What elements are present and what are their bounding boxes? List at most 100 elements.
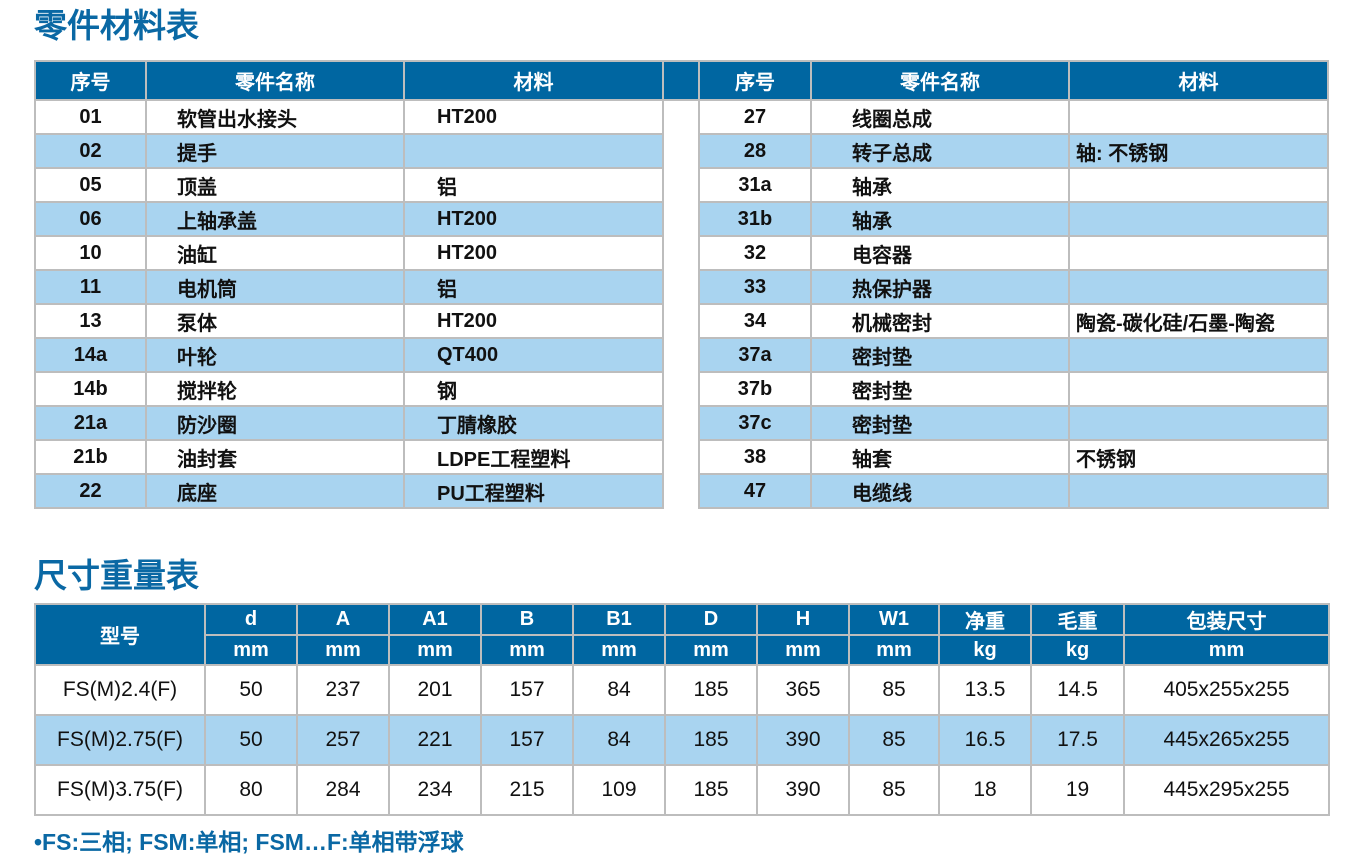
value-cell: 201 [388, 664, 482, 716]
header-cell: B1 [572, 603, 666, 636]
part-number: 27 [698, 99, 812, 135]
header-cell: 序号 [34, 60, 147, 101]
unit-cell: mm [204, 634, 298, 666]
part-name: 密封垫 [810, 371, 1070, 407]
unit-cell: kg [938, 634, 1032, 666]
table-row: 21a 防沙圈 丁腈橡胶 37c 密封垫 [34, 405, 1329, 441]
value-cell: 50 [204, 664, 298, 716]
value-cell: 157 [480, 664, 574, 716]
header-cell: d [204, 603, 298, 636]
part-number: 22 [34, 473, 147, 509]
part-material: 不锈钢 [1068, 439, 1329, 475]
value-cell: 16.5 [938, 714, 1032, 766]
part-name: 线圈总成 [810, 99, 1070, 135]
part-name: 顶盖 [145, 167, 405, 203]
part-material: HT200 [403, 99, 664, 135]
part-number: 01 [34, 99, 147, 135]
part-material: QT400 [403, 337, 664, 373]
value-cell: 234 [388, 764, 482, 816]
part-material [1068, 337, 1329, 373]
value-cell: 109 [572, 764, 666, 816]
value-cell: 84 [572, 714, 666, 766]
table-row: 05 顶盖铝 31a 轴承 [34, 167, 1329, 203]
unit-cell: kg [1030, 634, 1125, 666]
value-cell: 284 [296, 764, 390, 816]
part-number: 10 [34, 235, 147, 271]
table-row: 14a 叶轮 QT400 37a 密封垫 [34, 337, 1329, 373]
part-name: 轴承 [810, 167, 1070, 203]
part-material [1068, 201, 1329, 237]
part-number: 38 [698, 439, 812, 475]
part-material: 铝 [403, 167, 664, 203]
footnote: •FS:三相; FSM:单相; FSM…F:单相带浮球 [34, 829, 464, 855]
value-cell: 185 [664, 714, 758, 766]
part-material: 轴: 不锈钢 [1068, 133, 1329, 169]
part-name: 泵体 [145, 303, 405, 339]
value-cell: 185 [664, 764, 758, 816]
value-cell: 215 [480, 764, 574, 816]
value-cell: 390 [756, 764, 850, 816]
part-number: 37c [698, 405, 812, 441]
unit-cell: mm [296, 634, 390, 666]
part-material: PU工程塑料 [403, 473, 664, 509]
value-cell: 405x255x255 [1123, 664, 1330, 716]
part-number: 37a [698, 337, 812, 373]
part-name: 搅拌轮 [145, 371, 405, 407]
part-number: 31a [698, 167, 812, 203]
header-cell: 毛重 [1030, 603, 1125, 636]
value-cell: 85 [848, 764, 940, 816]
unit-cell: mm [572, 634, 666, 666]
table-row: 11 电机筒铝 33 热保护器 [34, 269, 1329, 305]
value-cell: 18 [938, 764, 1032, 816]
table-row: 06 上轴承盖 HT200 31b 轴承 [34, 201, 1329, 237]
part-name: 提手 [145, 133, 405, 169]
part-material: LDPE工程塑料 [403, 439, 664, 475]
table-row: 10 油缸 HT200 32 电容器 [34, 235, 1329, 271]
header-cell: H [756, 603, 850, 636]
value-cell: 80 [204, 764, 298, 816]
part-material: 钢 [403, 371, 664, 407]
part-name: 底座 [145, 473, 405, 509]
part-name: 电缆线 [810, 473, 1070, 509]
part-name: 转子总成 [810, 133, 1070, 169]
value-cell: 390 [756, 714, 850, 766]
part-number: 06 [34, 201, 147, 237]
part-material: 铝 [403, 269, 664, 305]
part-material: HT200 [403, 303, 664, 339]
part-number: 05 [34, 167, 147, 203]
part-name: 油封套 [145, 439, 405, 475]
header-cell: A1 [388, 603, 482, 636]
parts-table-title: 零件材料表 [34, 7, 199, 44]
part-material: 丁腈橡胶 [403, 405, 664, 441]
table-row: FS(M)2.4(F) 50 237 201 157 84 185 365 85 13.5 14.5… [34, 664, 1330, 716]
model-cell: FS(M)3.75(F) [34, 764, 206, 816]
part-name: 叶轮 [145, 337, 405, 373]
header-cell: 零件名称 [810, 60, 1070, 101]
header-cell: 序号 [698, 60, 812, 101]
part-material [1068, 405, 1329, 441]
value-cell: 85 [848, 664, 940, 716]
part-number: 28 [698, 133, 812, 169]
part-name: 软管出水接头 [145, 99, 405, 135]
part-number: 47 [698, 473, 812, 509]
column-gap [662, 100, 700, 508]
value-cell: 19 [1030, 764, 1125, 816]
unit-cell: mm [388, 634, 482, 666]
value-cell: 85 [848, 714, 940, 766]
value-cell: 365 [756, 664, 850, 716]
part-name: 密封垫 [810, 337, 1070, 373]
part-name: 电容器 [810, 235, 1070, 271]
part-material [1068, 269, 1329, 305]
value-cell: 221 [388, 714, 482, 766]
part-name: 防沙圈 [145, 405, 405, 441]
header-spacer [662, 60, 700, 101]
part-number: 31b [698, 201, 812, 237]
table-row: FS(M)3.75(F) 80 284 234 215 109 185 390 85 18 19 44… [34, 764, 1330, 816]
part-number: 11 [34, 269, 147, 305]
header-cell: W1 [848, 603, 940, 636]
table-row: 21b 油封套 LDPE工程塑料 38 轴套 不锈钢 [34, 439, 1329, 475]
table-row: 13 泵体 HT200 34 机械密封 陶瓷-碳化硅/石墨-陶瓷 [34, 303, 1329, 339]
header-cell: B [480, 603, 574, 636]
unit-cell: mm [756, 634, 850, 666]
value-cell: 14.5 [1030, 664, 1125, 716]
